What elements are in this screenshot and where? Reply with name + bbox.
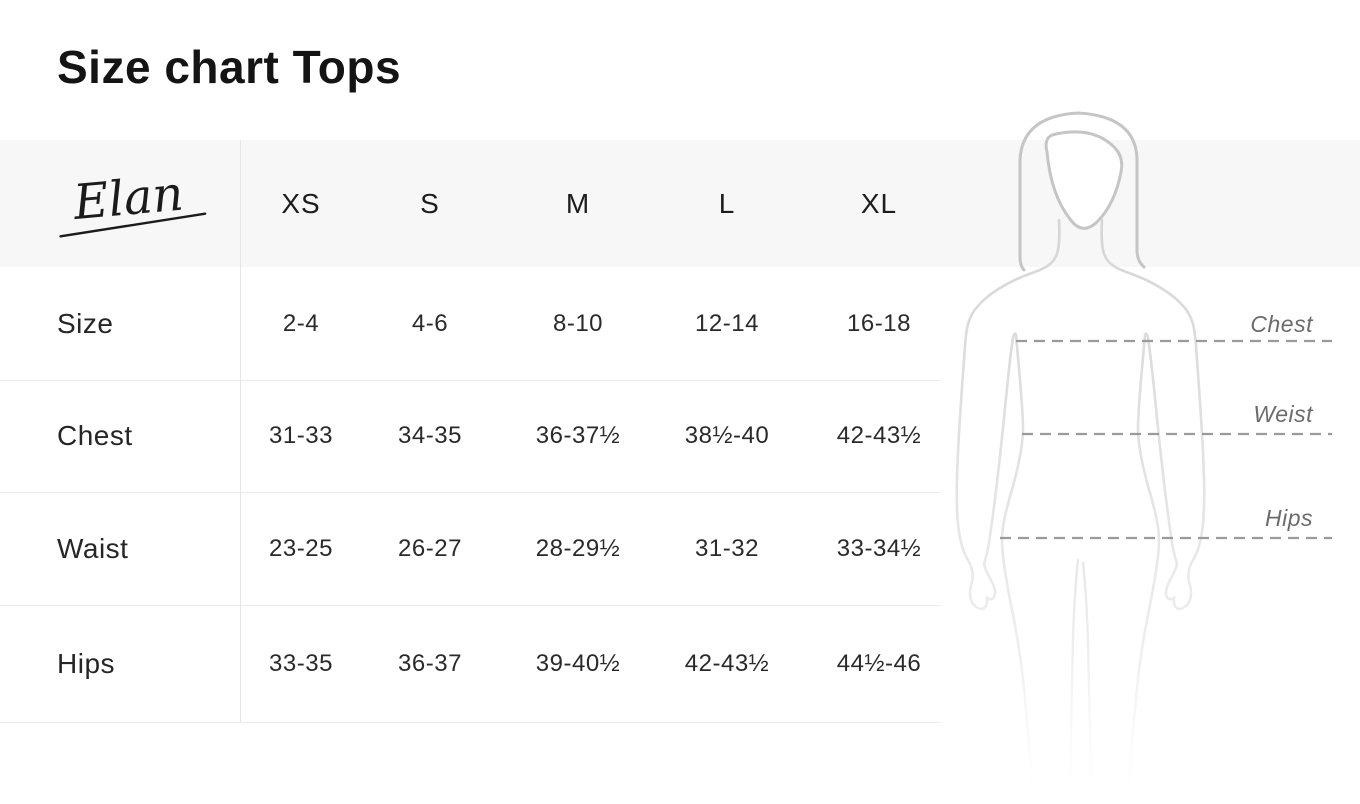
row-label-chest: Chest [57,420,133,451]
cell-hips-xl: 44½-46 [836,649,922,677]
cell-size-s: 4-6 [411,309,449,337]
table-header-row: XS S M L XL [0,140,941,267]
cell-waist-xl: 33-34½ [836,534,922,562]
cell-size-xs: 2-4 [282,309,320,337]
row-label-waist: Waist [57,532,129,564]
cell-waist-l: 31-32 [695,534,759,562]
brand-logo-icon: Elan [59,166,207,238]
cell-waist-xs: 23-25 [269,534,333,562]
table-row-hips: Hips 33-35 36-37 39-40½ 42-43½ 44½-46 [0,605,941,723]
column-header-xl: XL [860,187,898,219]
row-label-size: Size [57,307,114,339]
cell-size-l: 12-14 [695,309,759,337]
table-row-chest: Chest 31-33 34-35 36-37½ 38½-40 42-43½ [0,380,941,493]
column-header-s: S [420,187,440,219]
cell-waist-s: 26-27 [398,534,462,562]
body-measurement-figure [940,108,1360,804]
cell-waist-m: 28-29½ [535,534,621,562]
cell-hips-s: 36-37 [398,649,462,677]
column-header-xs: XS [281,187,321,219]
page-title: Size chart Tops [57,41,402,93]
cell-hips-m: 39-40½ [535,649,621,677]
cell-hips-l: 42-43½ [684,649,770,677]
column-header-m: M [565,187,591,219]
woman-outline-icon [955,111,1332,784]
table-header-band [0,140,1360,267]
cell-chest-xs: 31-33 [269,422,333,449]
cell-chest-l: 38½-40 [684,422,770,449]
cell-size-xl: 16-18 [847,309,911,337]
cell-chest-m: 36-37½ [535,422,621,449]
cell-hips-xs: 33-35 [269,649,333,677]
cell-size-m: 8-10 [552,309,604,337]
cell-chest-s: 34-35 [398,422,462,449]
brand-logo: Elan [52,156,212,252]
cell-chest-xl: 42-43½ [836,422,922,449]
column-header-l: L [718,187,736,219]
table-row-waist: Waist 23-25 26-27 28-29½ 31-32 33-34½ [0,492,941,606]
figure-label-hips: Hips [1264,505,1313,531]
table-column-divider [240,140,241,722]
table-row-size: Size 2-4 4-6 8-10 12-14 16-18 [0,267,941,381]
figure-label-weist: Weist [1253,401,1313,427]
row-label-hips: Hips [57,647,116,679]
figure-label-chest: Chest [1250,311,1313,337]
